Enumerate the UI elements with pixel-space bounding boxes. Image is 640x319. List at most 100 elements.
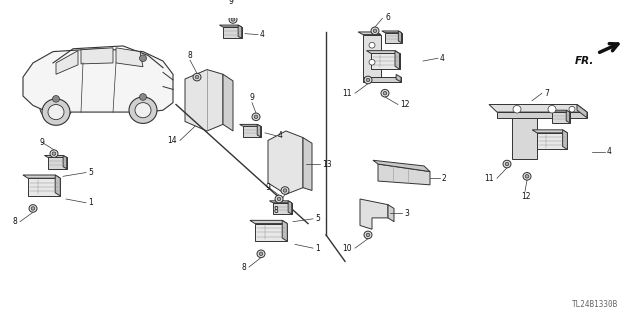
Circle shape <box>275 195 283 203</box>
Circle shape <box>42 99 70 125</box>
Text: 11: 11 <box>342 89 352 98</box>
Circle shape <box>364 231 372 239</box>
Polygon shape <box>371 54 399 69</box>
Polygon shape <box>238 25 242 38</box>
Polygon shape <box>512 118 537 159</box>
Text: 8: 8 <box>12 217 17 226</box>
Text: 4: 4 <box>440 54 445 63</box>
Circle shape <box>364 76 372 84</box>
Polygon shape <box>552 112 570 123</box>
Circle shape <box>252 113 260 121</box>
Polygon shape <box>268 131 303 194</box>
Text: 1: 1 <box>315 244 320 253</box>
Circle shape <box>29 205 37 212</box>
Polygon shape <box>23 175 60 178</box>
Circle shape <box>381 89 389 97</box>
Polygon shape <box>363 77 401 82</box>
Text: 7: 7 <box>544 89 549 98</box>
Text: 12: 12 <box>521 192 531 201</box>
Circle shape <box>503 160 511 168</box>
Text: 8: 8 <box>188 51 193 60</box>
Polygon shape <box>239 124 260 126</box>
Polygon shape <box>396 74 401 82</box>
Text: 3: 3 <box>404 209 409 218</box>
Polygon shape <box>395 51 399 69</box>
Text: 9: 9 <box>228 0 234 6</box>
Polygon shape <box>255 224 287 241</box>
Polygon shape <box>223 27 242 38</box>
Polygon shape <box>220 25 242 27</box>
Polygon shape <box>537 133 568 150</box>
Circle shape <box>135 103 151 118</box>
Polygon shape <box>269 201 292 203</box>
Circle shape <box>52 96 60 102</box>
Text: 8: 8 <box>274 206 278 215</box>
Polygon shape <box>28 178 60 196</box>
Text: 2: 2 <box>442 174 447 183</box>
Polygon shape <box>44 155 67 158</box>
Circle shape <box>525 174 529 178</box>
Circle shape <box>195 75 199 79</box>
Circle shape <box>369 42 375 48</box>
Polygon shape <box>563 130 568 150</box>
Circle shape <box>140 55 147 62</box>
Polygon shape <box>243 126 260 137</box>
Polygon shape <box>385 33 401 43</box>
Polygon shape <box>373 160 430 172</box>
Polygon shape <box>55 175 60 196</box>
Polygon shape <box>63 155 67 169</box>
Circle shape <box>548 106 556 113</box>
Polygon shape <box>532 130 568 133</box>
Circle shape <box>31 207 35 210</box>
Circle shape <box>257 250 265 257</box>
Text: 6: 6 <box>385 13 390 22</box>
Polygon shape <box>378 164 430 185</box>
Text: 8: 8 <box>241 263 246 271</box>
Polygon shape <box>548 110 570 112</box>
Circle shape <box>140 94 147 100</box>
Circle shape <box>281 187 289 194</box>
Circle shape <box>373 29 377 33</box>
Text: 10: 10 <box>342 244 352 253</box>
Polygon shape <box>56 51 78 74</box>
Polygon shape <box>566 110 570 123</box>
Circle shape <box>513 106 521 113</box>
Polygon shape <box>360 199 388 229</box>
Circle shape <box>569 107 575 112</box>
Circle shape <box>366 233 370 237</box>
Polygon shape <box>288 201 292 214</box>
Text: 5: 5 <box>88 168 93 177</box>
Text: 9: 9 <box>266 183 271 192</box>
Circle shape <box>277 197 281 201</box>
Circle shape <box>366 78 370 82</box>
Polygon shape <box>282 220 287 241</box>
Polygon shape <box>116 48 143 67</box>
Polygon shape <box>303 137 312 190</box>
Polygon shape <box>185 70 223 131</box>
Polygon shape <box>223 74 233 131</box>
Circle shape <box>231 18 235 21</box>
Text: 13: 13 <box>322 160 332 168</box>
Text: 4: 4 <box>607 147 612 156</box>
Polygon shape <box>250 220 287 224</box>
Polygon shape <box>358 32 381 34</box>
Text: 12: 12 <box>400 100 410 109</box>
Text: 4: 4 <box>260 30 265 39</box>
Circle shape <box>369 59 375 65</box>
Text: 4: 4 <box>278 131 283 140</box>
Circle shape <box>193 73 201 81</box>
Polygon shape <box>81 48 113 64</box>
Polygon shape <box>48 158 67 169</box>
Text: 1: 1 <box>88 198 93 207</box>
Circle shape <box>523 173 531 180</box>
Polygon shape <box>497 112 587 118</box>
Circle shape <box>229 16 237 23</box>
Polygon shape <box>257 124 260 137</box>
Polygon shape <box>388 205 394 222</box>
Circle shape <box>254 115 258 118</box>
Polygon shape <box>398 31 401 43</box>
Polygon shape <box>382 31 401 33</box>
Polygon shape <box>367 51 399 54</box>
Text: 14: 14 <box>168 136 177 145</box>
Circle shape <box>48 105 64 120</box>
